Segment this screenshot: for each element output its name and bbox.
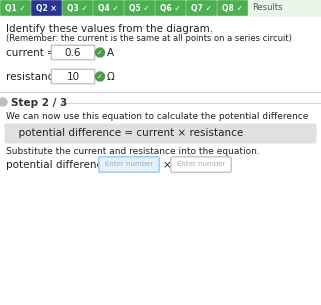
FancyBboxPatch shape <box>31 0 62 16</box>
Circle shape <box>96 48 105 57</box>
FancyBboxPatch shape <box>186 0 217 16</box>
Text: ✓: ✓ <box>97 49 103 56</box>
Text: resistance =: resistance = <box>6 72 72 82</box>
Text: Ω: Ω <box>107 72 115 82</box>
Text: ✓: ✓ <box>97 74 103 80</box>
FancyBboxPatch shape <box>155 0 186 16</box>
Text: Q8 ✓: Q8 ✓ <box>222 3 243 13</box>
FancyBboxPatch shape <box>51 45 95 60</box>
FancyBboxPatch shape <box>217 0 248 16</box>
FancyBboxPatch shape <box>51 69 95 84</box>
Text: Q6 ✓: Q6 ✓ <box>160 3 181 13</box>
Text: We can now use this equation to calculate the potential difference: We can now use this equation to calculat… <box>6 112 308 121</box>
Text: 0.6: 0.6 <box>65 48 81 58</box>
FancyBboxPatch shape <box>62 0 93 16</box>
Text: current =: current = <box>6 48 56 58</box>
Text: 10: 10 <box>66 71 80 81</box>
Text: Q4 ✓: Q4 ✓ <box>98 3 119 13</box>
FancyBboxPatch shape <box>4 124 317 143</box>
Text: Enter number: Enter number <box>105 162 153 167</box>
Text: Q7 ✓: Q7 ✓ <box>191 3 212 13</box>
Text: Q3 ✓: Q3 ✓ <box>67 3 88 13</box>
FancyBboxPatch shape <box>0 0 321 16</box>
Text: Enter number: Enter number <box>177 162 225 167</box>
Text: Q1 ✓: Q1 ✓ <box>5 3 26 13</box>
FancyBboxPatch shape <box>93 0 124 16</box>
Text: Results: Results <box>252 3 282 13</box>
FancyBboxPatch shape <box>0 17 321 305</box>
FancyBboxPatch shape <box>124 0 155 16</box>
Text: A: A <box>107 48 114 58</box>
Text: Q2 ×: Q2 × <box>36 3 57 13</box>
FancyBboxPatch shape <box>99 157 159 172</box>
FancyBboxPatch shape <box>0 0 31 16</box>
Text: ×: × <box>163 160 172 170</box>
Circle shape <box>96 72 105 81</box>
Text: Substitute the current and resistance into the equation.: Substitute the current and resistance in… <box>6 147 260 156</box>
Text: Step 2 / 3: Step 2 / 3 <box>11 98 67 108</box>
FancyBboxPatch shape <box>171 157 231 172</box>
Text: (Remember: the current is the same at all points on a series circuit): (Remember: the current is the same at al… <box>6 34 292 43</box>
Text: Identify these values from the diagram.: Identify these values from the diagram. <box>6 24 213 34</box>
Circle shape <box>0 98 7 106</box>
Text: potential difference = current × resistance: potential difference = current × resista… <box>12 128 243 138</box>
Text: potential difference =: potential difference = <box>6 160 121 170</box>
Text: Q5 ✓: Q5 ✓ <box>129 3 150 13</box>
